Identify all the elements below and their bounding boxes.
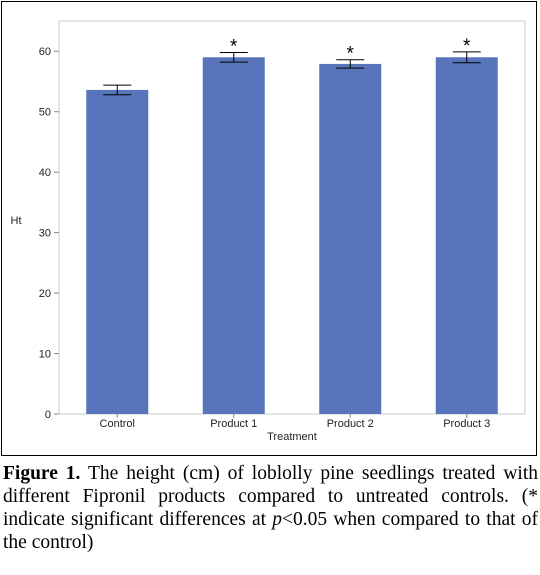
y-tick-label: 10 <box>39 349 51 361</box>
caption-text-end: <0.05 when compared to that of the contr… <box>3 509 538 553</box>
x-axis-label: Treatment <box>267 431 317 443</box>
y-tick-label: 30 <box>39 228 51 240</box>
y-tick-label: 50 <box>39 107 51 119</box>
bar <box>435 57 498 415</box>
figure-frame: 0 10 20 30 40 50 60 * * * Control Product 1 Produc… <box>1 1 537 456</box>
caption-label: Figure 1. <box>3 463 81 484</box>
caption-p-symbol: p <box>272 509 282 530</box>
bar <box>86 89 149 415</box>
significance-marker: * <box>463 36 471 57</box>
bar-chart: 0 10 20 30 40 50 60 * * * Control Product 1 Produc… <box>11 20 526 443</box>
significance-marker: * <box>230 36 238 57</box>
figure-caption: Figure 1. The height (cm) of loblolly pi… <box>3 462 538 554</box>
bar <box>202 57 265 415</box>
y-tick-label: 20 <box>39 288 51 300</box>
x-tick-label: Control <box>100 418 135 430</box>
caption-text: The height (cm) of loblolly pine seedlin… <box>3 463 538 530</box>
y-axis-label: Ht <box>11 215 22 227</box>
x-tick-label: Product 3 <box>443 418 490 430</box>
y-tick-label: 40 <box>39 167 51 179</box>
x-tick-label: Product 2 <box>327 418 374 430</box>
x-tick-label: Product 1 <box>210 418 257 430</box>
y-tick-label: 0 <box>45 409 51 421</box>
significance-marker: * <box>347 44 355 65</box>
bar <box>319 63 382 414</box>
y-tick-label: 60 <box>39 46 51 58</box>
